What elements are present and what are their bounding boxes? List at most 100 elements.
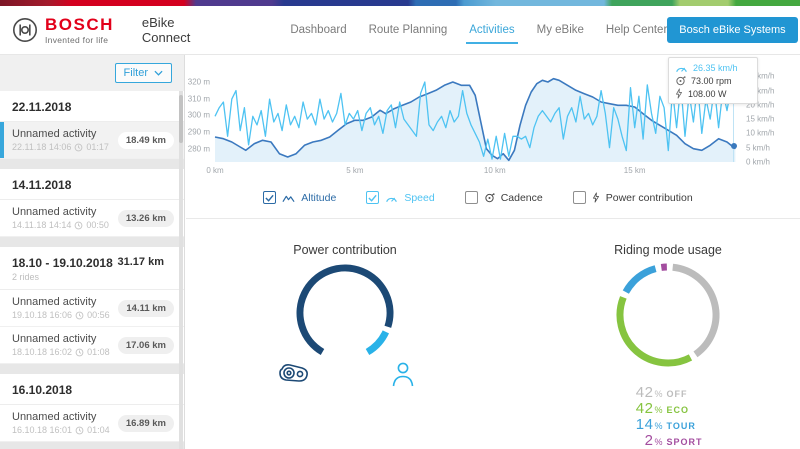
toggle-speed[interactable]: Speed	[366, 191, 435, 204]
riding-mode-title: Riding mode usage	[614, 243, 722, 257]
sidebar-scrollbar-track[interactable]	[179, 91, 183, 449]
group-total-distance: 31.17 km	[117, 256, 164, 268]
activity-meta: 22.11.18 14:06 01:17	[12, 142, 109, 152]
legend-item-eco: 42% ECO	[548, 400, 788, 417]
bosch-ebike-systems-button[interactable]: Bosch eBike Systems	[667, 17, 798, 43]
activity-group: 14.11.2018 Unnamed activity 14.11.18 14:14…	[0, 169, 184, 237]
cadence-icon	[485, 193, 495, 203]
nav-my-ebike[interactable]: My eBike	[536, 24, 584, 36]
check-icon	[265, 194, 274, 202]
toggle-cadence[interactable]: Cadence	[464, 191, 543, 204]
axis-tick-label: 0 km	[206, 166, 224, 175]
chart-hover-dot	[731, 143, 737, 149]
legend-value: 42	[635, 384, 654, 401]
activity-meta: 16.10.18 16:01 01:04	[12, 425, 110, 435]
activity-item[interactable]: Unnamed activity 19.10.18 16:06 00:56 14.11…	[0, 290, 184, 327]
power-contribution-title: Power contribution	[293, 243, 397, 257]
gauge-segment-rider	[365, 330, 390, 356]
activity-distance: 16.89 km	[117, 414, 174, 432]
axis-tick-label: 25 km/h	[746, 86, 775, 96]
activity-item[interactable]: Unnamed activity 18.10.18 16:02 01:08 17.06…	[0, 327, 184, 364]
legend-unit: %	[654, 389, 663, 399]
main-content: 320 m 310 m 300 m 290 m 280 m 30 km/h 25 km/h…	[186, 55, 800, 449]
legend-item-tour: 14% TOUR	[548, 416, 788, 433]
filter-bar: Filter	[0, 55, 184, 91]
clock-icon	[75, 426, 84, 434]
toggle-power-contribution[interactable]: Power contribution	[572, 191, 693, 204]
legend-label: TOUR	[666, 421, 696, 431]
activity-list: 22.11.2018 Unnamed activity 22.11.18 14:06…	[0, 91, 184, 449]
activity-item[interactable]: Unnamed activity 14.11.18 14:14 00:50 13.26…	[0, 200, 184, 237]
altitude-area	[215, 78, 736, 162]
group-date: 18.10 - 19.10.2018	[12, 256, 113, 270]
toggle-label: Power contribution	[605, 191, 693, 204]
toggle-label: Altitude	[301, 191, 337, 204]
legend-unit: %	[654, 437, 663, 447]
group-date: 22.11.2018	[12, 100, 72, 114]
ride-chart[interactable]	[214, 62, 741, 162]
axis-tick-label: 10 km/h	[746, 128, 775, 138]
activity-group: 22.11.2018 Unnamed activity 22.11.18 14:06…	[0, 91, 184, 159]
section-divider	[186, 218, 800, 219]
axis-tick-label: 15 km	[623, 166, 646, 175]
axis-tick-label: 320 m	[187, 77, 210, 87]
brand-tagline: Invented for life	[45, 34, 109, 45]
power-contribution-gauge	[296, 264, 394, 356]
nav-activities[interactable]: Activities	[466, 7, 519, 53]
group-subtitle: 2 rides	[12, 272, 40, 282]
group-header: 14.11.2018	[0, 169, 184, 200]
donut-segment-off	[672, 263, 720, 358]
filter-button[interactable]: Filter	[114, 63, 172, 83]
axis-tick-label: 15 km/h	[746, 114, 775, 124]
sidebar-scrollbar-thumb[interactable]	[179, 95, 183, 143]
toggle-altitude[interactable]: Altitude	[263, 191, 336, 204]
clock-icon	[75, 143, 83, 151]
axis-tick-label: 20 km/h	[746, 100, 775, 110]
clock-icon	[75, 311, 84, 319]
legend-item-sport: 2% SPORT	[548, 432, 788, 449]
activity-title: Unnamed activity	[12, 206, 97, 218]
legend-value: 42	[635, 400, 654, 417]
brand-supergraphic	[0, 0, 800, 6]
axis-tick-label: 290 m	[187, 127, 210, 137]
chart-hover-line	[733, 62, 734, 162]
axis-tick-label: 310 m	[187, 94, 210, 104]
checkbox[interactable]	[464, 191, 478, 204]
toggle-label: Cadence	[500, 191, 543, 204]
axis-tick-label: 5 km	[346, 166, 364, 175]
activity-item[interactable]: Unnamed activity 16.10.18 16:01 01:04 16.89…	[0, 405, 184, 442]
power-icon	[676, 88, 682, 99]
legend-value: 2	[644, 432, 654, 449]
speed-line	[214, 81, 732, 160]
activity-distance: 14.11 km	[118, 299, 174, 317]
clock-icon	[75, 221, 83, 229]
checkbox[interactable]	[572, 191, 586, 204]
distance-axis: 0 km 5 km 10 km 15 km	[206, 166, 741, 178]
nav-help-center[interactable]: Help Center	[605, 24, 668, 36]
chart-tooltip: 26.35 km/h 73.00 rpm 108.00 W	[668, 57, 758, 104]
legend-item-off: 42% OFF	[548, 384, 788, 401]
bosch-logo[interactable]: BOSCH Invented for life	[12, 16, 114, 45]
legend-unit: %	[654, 405, 663, 415]
tooltip-row: 73.00 rpm	[675, 74, 751, 87]
activity-title: Unnamed activity	[12, 296, 97, 308]
gauge-segment-motor	[296, 264, 394, 355]
activity-item[interactable]: Unnamed activity 22.11.18 14:06 01:17 18.49…	[0, 122, 184, 159]
power-icon	[592, 192, 599, 203]
nav-dashboard[interactable]: Dashboard	[290, 24, 347, 36]
altitude-axis: 320 m 310 m 300 m 290 m 280 m	[186, 62, 212, 162]
motor-icon	[278, 364, 308, 382]
nav-route-planning[interactable]: Route Planning	[368, 24, 448, 36]
activity-meta: 18.10.18 16:02 01:08	[12, 347, 110, 357]
main-nav: Dashboard Route Planning Activities My eBik…	[290, 6, 667, 55]
axis-tick-label: 10 km	[483, 166, 506, 175]
checkbox[interactable]	[263, 191, 277, 204]
cadence-icon	[676, 76, 686, 86]
activity-distance: 18.49 km	[117, 131, 174, 149]
power-contribution-section: Power contribution	[225, 243, 465, 388]
checkbox[interactable]	[366, 191, 380, 204]
check-icon	[368, 194, 377, 202]
bosch-logo-icon	[13, 18, 37, 42]
group-header: 18.10 - 19.10.2018 2 rides 31.17 km	[0, 247, 184, 290]
power-contribution-icons	[263, 360, 428, 388]
